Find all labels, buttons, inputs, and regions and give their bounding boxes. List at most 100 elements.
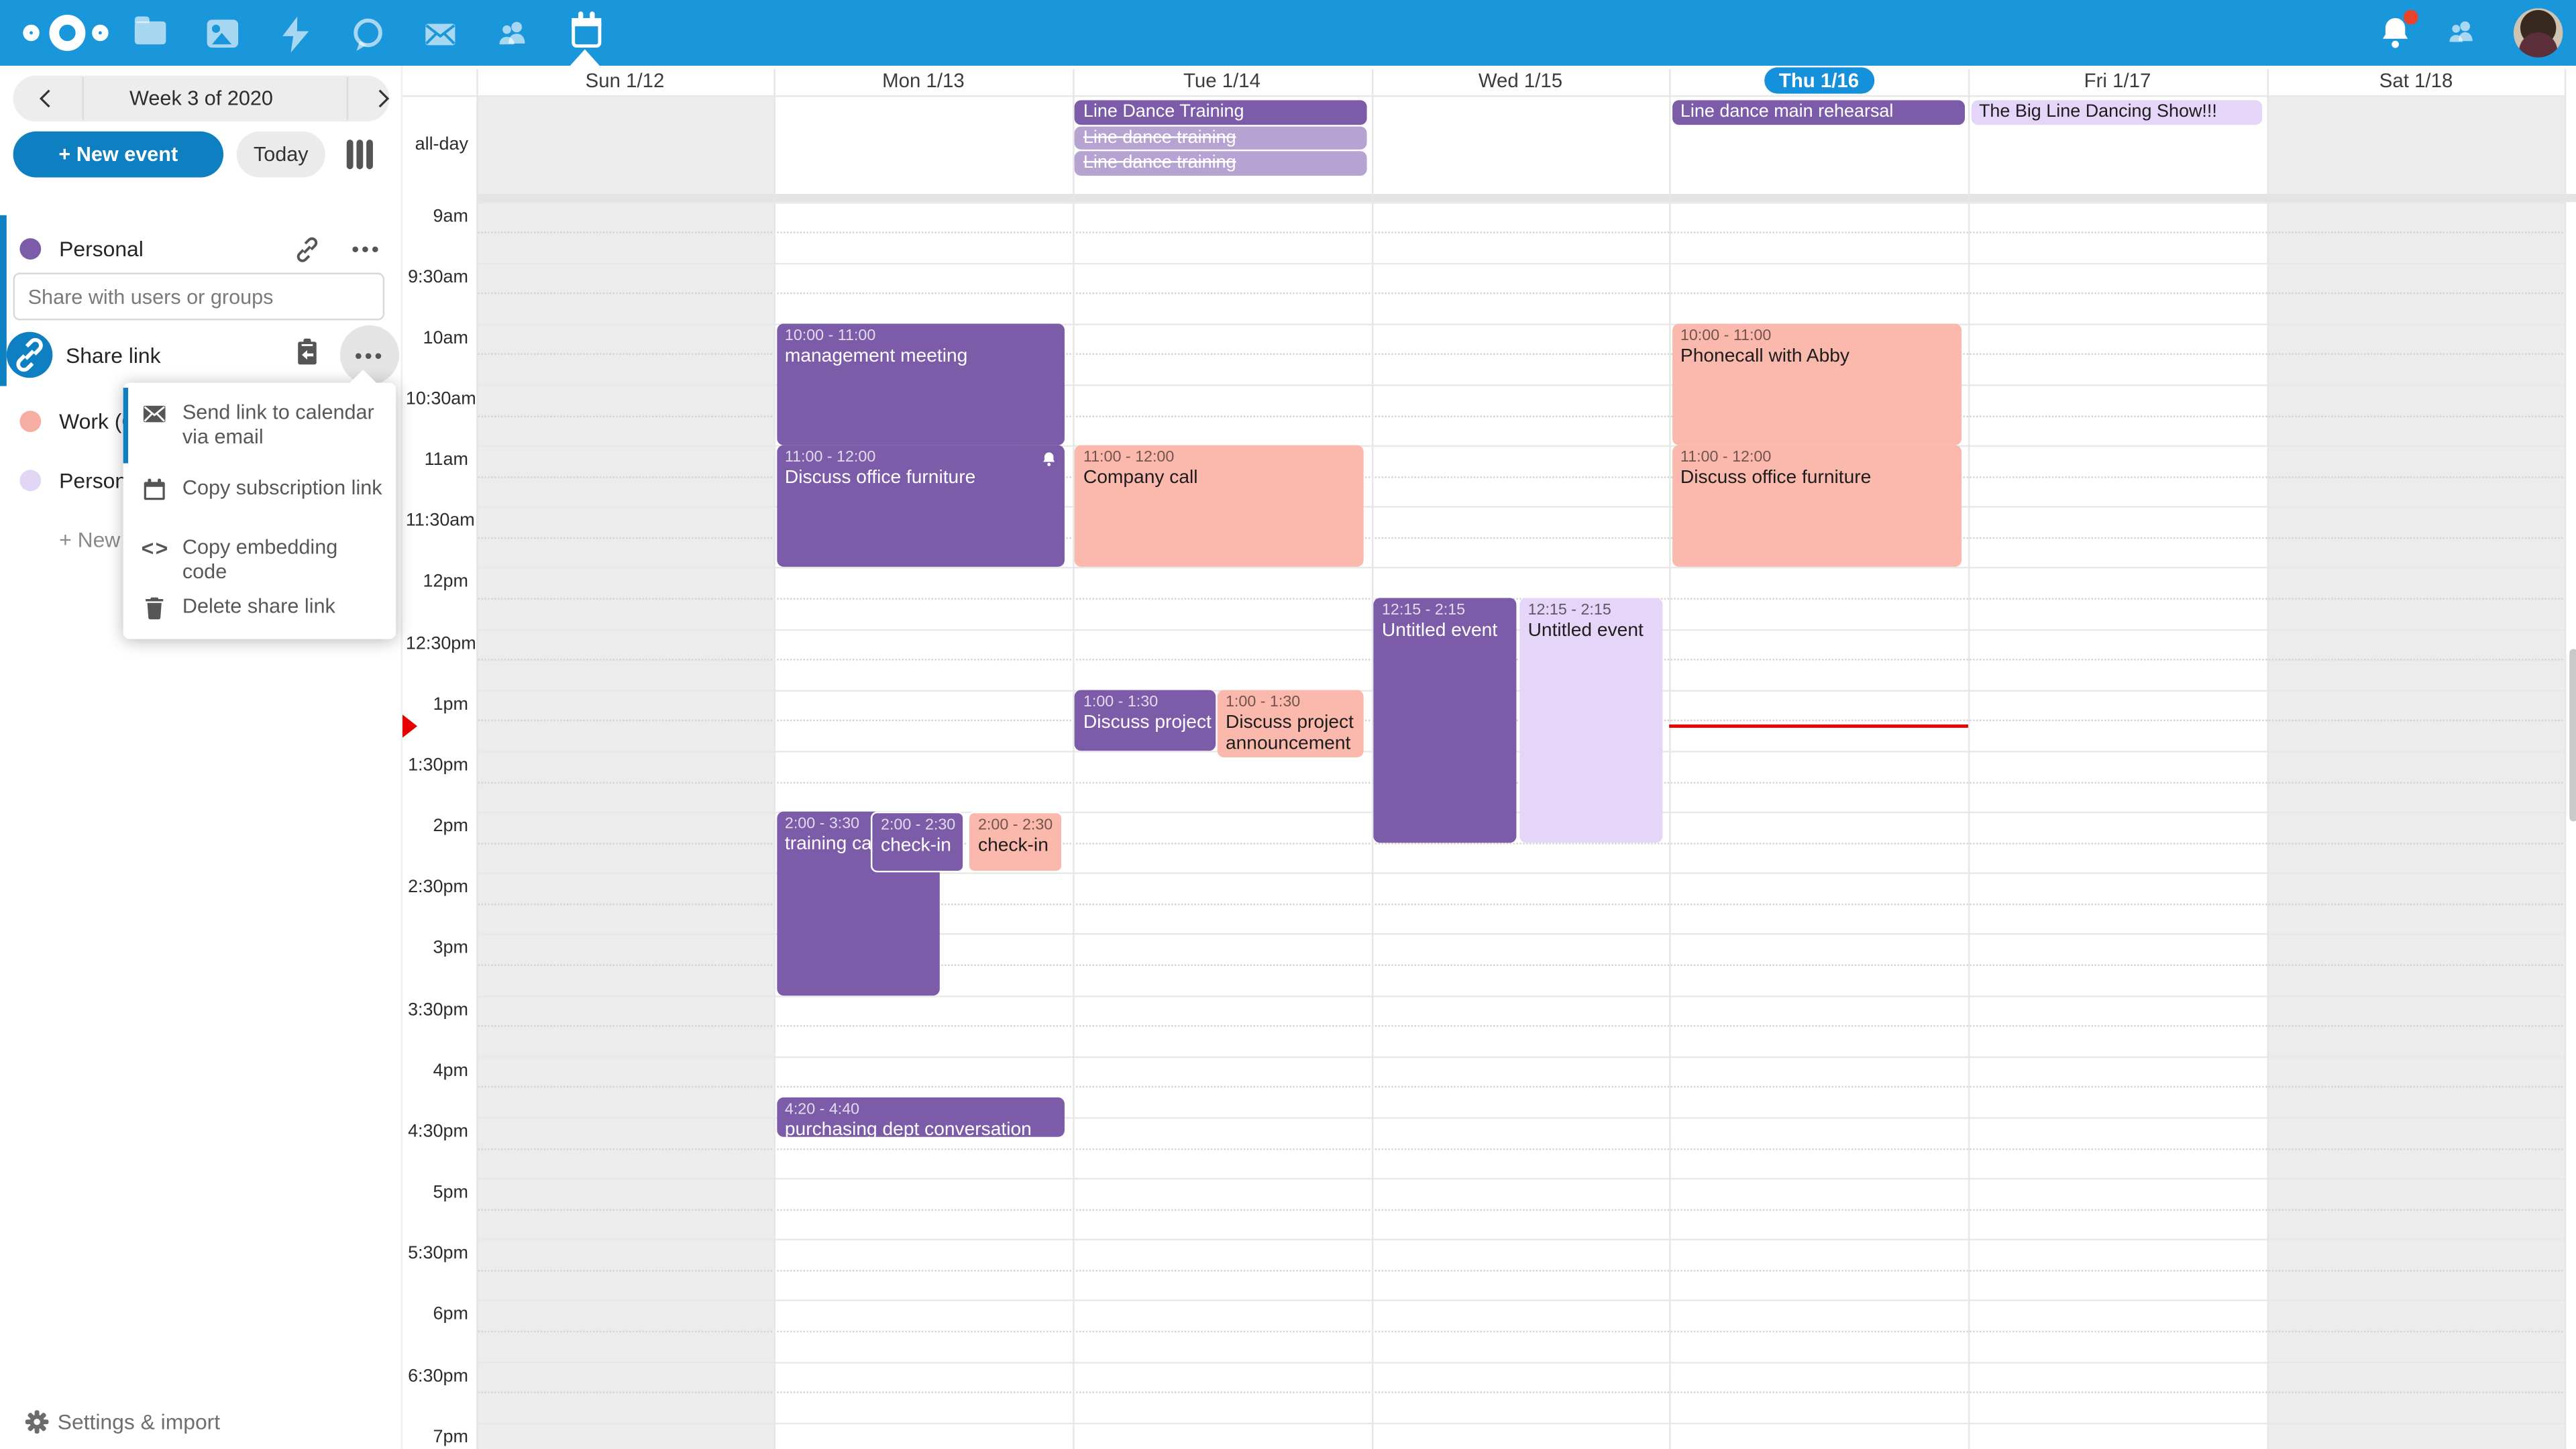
day-header[interactable]: Wed 1/15 bbox=[1478, 68, 1563, 93]
settings-import-label: Settings & import bbox=[57, 1409, 221, 1434]
event-card[interactable]: 12:15 - 2:15 Untitled event bbox=[1373, 598, 1517, 843]
column-border bbox=[475, 68, 478, 1449]
share-link-icon bbox=[6, 331, 53, 378]
time-gutter-label: 6pm bbox=[433, 1305, 468, 1326]
next-week-button[interactable] bbox=[373, 89, 392, 108]
trash-icon bbox=[142, 595, 168, 621]
event-card[interactable]: 11:00 - 12:00 Discuss office furniture bbox=[1672, 445, 1961, 568]
event-title: check-in bbox=[880, 836, 951, 857]
event-title: management meeting bbox=[784, 346, 968, 366]
code-icon: <> bbox=[141, 535, 170, 561]
allday-event[interactable]: Line dance training bbox=[1075, 151, 1367, 175]
vertical-scrollbar[interactable] bbox=[2568, 649, 2576, 822]
folder-glyph bbox=[134, 16, 166, 45]
event-title: check-in bbox=[977, 836, 1049, 857]
week-label[interactable]: Week 3 of 2020 bbox=[129, 87, 273, 111]
time-gutter-label: 3pm bbox=[433, 938, 468, 959]
event-card[interactable]: 2:00 - 2:30 check-in bbox=[871, 812, 965, 873]
notification-badge bbox=[2403, 9, 2418, 25]
contacts-icon[interactable] bbox=[493, 15, 533, 54]
calendar-app-icon[interactable] bbox=[567, 11, 606, 54]
calendar-color-dot bbox=[19, 238, 42, 260]
day-header[interactable]: Sat 1/18 bbox=[2379, 68, 2453, 93]
allday-event[interactable]: Line dance main rehearsal bbox=[1672, 100, 1964, 124]
notifications-bell-icon[interactable] bbox=[2375, 9, 2418, 53]
share-input[interactable] bbox=[13, 272, 385, 321]
logo-circle bbox=[23, 24, 40, 42]
event-card[interactable]: 10:00 - 11:00 management meeting bbox=[776, 323, 1065, 446]
day-header[interactable]: Mon 1/13 bbox=[882, 68, 965, 93]
column-border bbox=[1371, 68, 1373, 1449]
column-border bbox=[1072, 68, 1075, 1449]
logo-circle bbox=[49, 15, 86, 51]
event-title: Untitled event bbox=[1527, 621, 1644, 641]
event-card[interactable]: 10:00 - 11:00 Phonecall with Abby bbox=[1672, 323, 1961, 446]
event-title: Phonecall with Abby bbox=[1680, 346, 1850, 366]
event-time: 2:00 - 2:30 bbox=[977, 816, 1053, 835]
event-card[interactable]: 4:20 - 4:40 purchasing dept conversation bbox=[776, 1096, 1065, 1138]
calendar-item-personal[interactable]: Personal ••• bbox=[0, 230, 402, 270]
link-icon[interactable] bbox=[292, 235, 322, 264]
event-card[interactable]: 2:00 - 3:30 training call bbox=[776, 812, 939, 996]
event-time: 2:00 - 2:30 bbox=[880, 816, 956, 835]
active-app-notch bbox=[570, 49, 600, 66]
day-header[interactable]: Sun 1/12 bbox=[585, 68, 665, 93]
selected-calendar-indicator bbox=[0, 215, 7, 386]
event-card[interactable]: 12:15 - 2:15 Untitled event bbox=[1519, 598, 1662, 843]
time-gutter-label: 9:30am bbox=[408, 267, 468, 287]
column-border bbox=[1968, 68, 1970, 1449]
email-icon bbox=[142, 401, 168, 427]
allday-label: all-day bbox=[415, 134, 468, 155]
files-icon[interactable] bbox=[131, 15, 171, 54]
column-border bbox=[2565, 68, 2567, 1449]
photos-icon[interactable] bbox=[204, 15, 244, 54]
calendar-color-dot bbox=[19, 470, 42, 492]
time-gutter-label: 12pm bbox=[423, 572, 468, 592]
previous-week-button[interactable] bbox=[36, 89, 56, 108]
user-avatar[interactable] bbox=[2513, 8, 2563, 58]
day-header[interactable]: Tue 1/14 bbox=[1183, 68, 1260, 93]
mail-icon[interactable] bbox=[421, 15, 460, 54]
time-gutter-label: 6:30pm bbox=[408, 1366, 468, 1387]
popover-notch bbox=[348, 370, 378, 385]
event-card[interactable]: 11:00 - 12:00 Company call bbox=[1075, 445, 1364, 568]
calendar-actions-menu-button[interactable]: ••• bbox=[352, 236, 382, 262]
allday-event[interactable]: Line dance training bbox=[1075, 125, 1367, 150]
day-header[interactable]: Fri 1/17 bbox=[2084, 68, 2151, 93]
time-gutter-label: 9am bbox=[433, 206, 468, 226]
view-switcher-button[interactable] bbox=[346, 140, 380, 170]
event-time: 11:00 - 12:00 bbox=[1680, 448, 1772, 467]
time-gutter-label: 4:30pm bbox=[408, 1122, 468, 1142]
time-gutter-label: 10:30am bbox=[405, 389, 476, 409]
weekend-shading bbox=[475, 97, 774, 193]
event-time: 10:00 - 11:00 bbox=[784, 326, 876, 345]
event-time: 2:00 - 3:30 bbox=[784, 815, 860, 833]
event-card[interactable]: 11:00 - 12:00 Discuss office furniture bbox=[776, 445, 1065, 568]
allday-event[interactable]: The Big Line Dancing Show!!! bbox=[1970, 100, 2263, 124]
calendar-glyph bbox=[571, 11, 602, 48]
event-card[interactable]: 2:00 - 2:30 check-in bbox=[968, 812, 1063, 873]
allday-event[interactable]: Line Dance Training bbox=[1075, 100, 1367, 124]
time-gutter-label: 1:30pm bbox=[408, 755, 468, 775]
talk-icon[interactable] bbox=[348, 15, 388, 54]
federation-contacts-icon[interactable] bbox=[2441, 13, 2481, 53]
copy-link-clipboard-icon[interactable] bbox=[292, 337, 322, 366]
new-event-button[interactable]: + New event bbox=[13, 131, 224, 178]
gear-icon bbox=[23, 1408, 51, 1436]
time-gutter-label: 11:30am bbox=[405, 511, 475, 531]
weekend-shading bbox=[2267, 201, 2566, 1449]
current-time-line bbox=[1670, 724, 1968, 728]
weekend-shading bbox=[2267, 97, 2566, 193]
calendar-week-view: all-day 9am 9:30am 10am 10:30am 11am 11:30am 1… bbox=[402, 65, 2576, 1449]
day-header[interactable]: Thu 1/16 bbox=[1670, 67, 1968, 95]
settings-import-button[interactable]: Settings & import bbox=[23, 1406, 384, 1439]
activity-icon[interactable] bbox=[276, 15, 315, 54]
column-border bbox=[2267, 68, 2269, 1449]
event-time: 12:15 - 2:15 bbox=[1527, 601, 1611, 620]
time-gutter-label: 2pm bbox=[433, 816, 468, 837]
nextcloud-logo-icon[interactable] bbox=[23, 13, 109, 53]
today-button[interactable]: Today bbox=[236, 131, 325, 178]
